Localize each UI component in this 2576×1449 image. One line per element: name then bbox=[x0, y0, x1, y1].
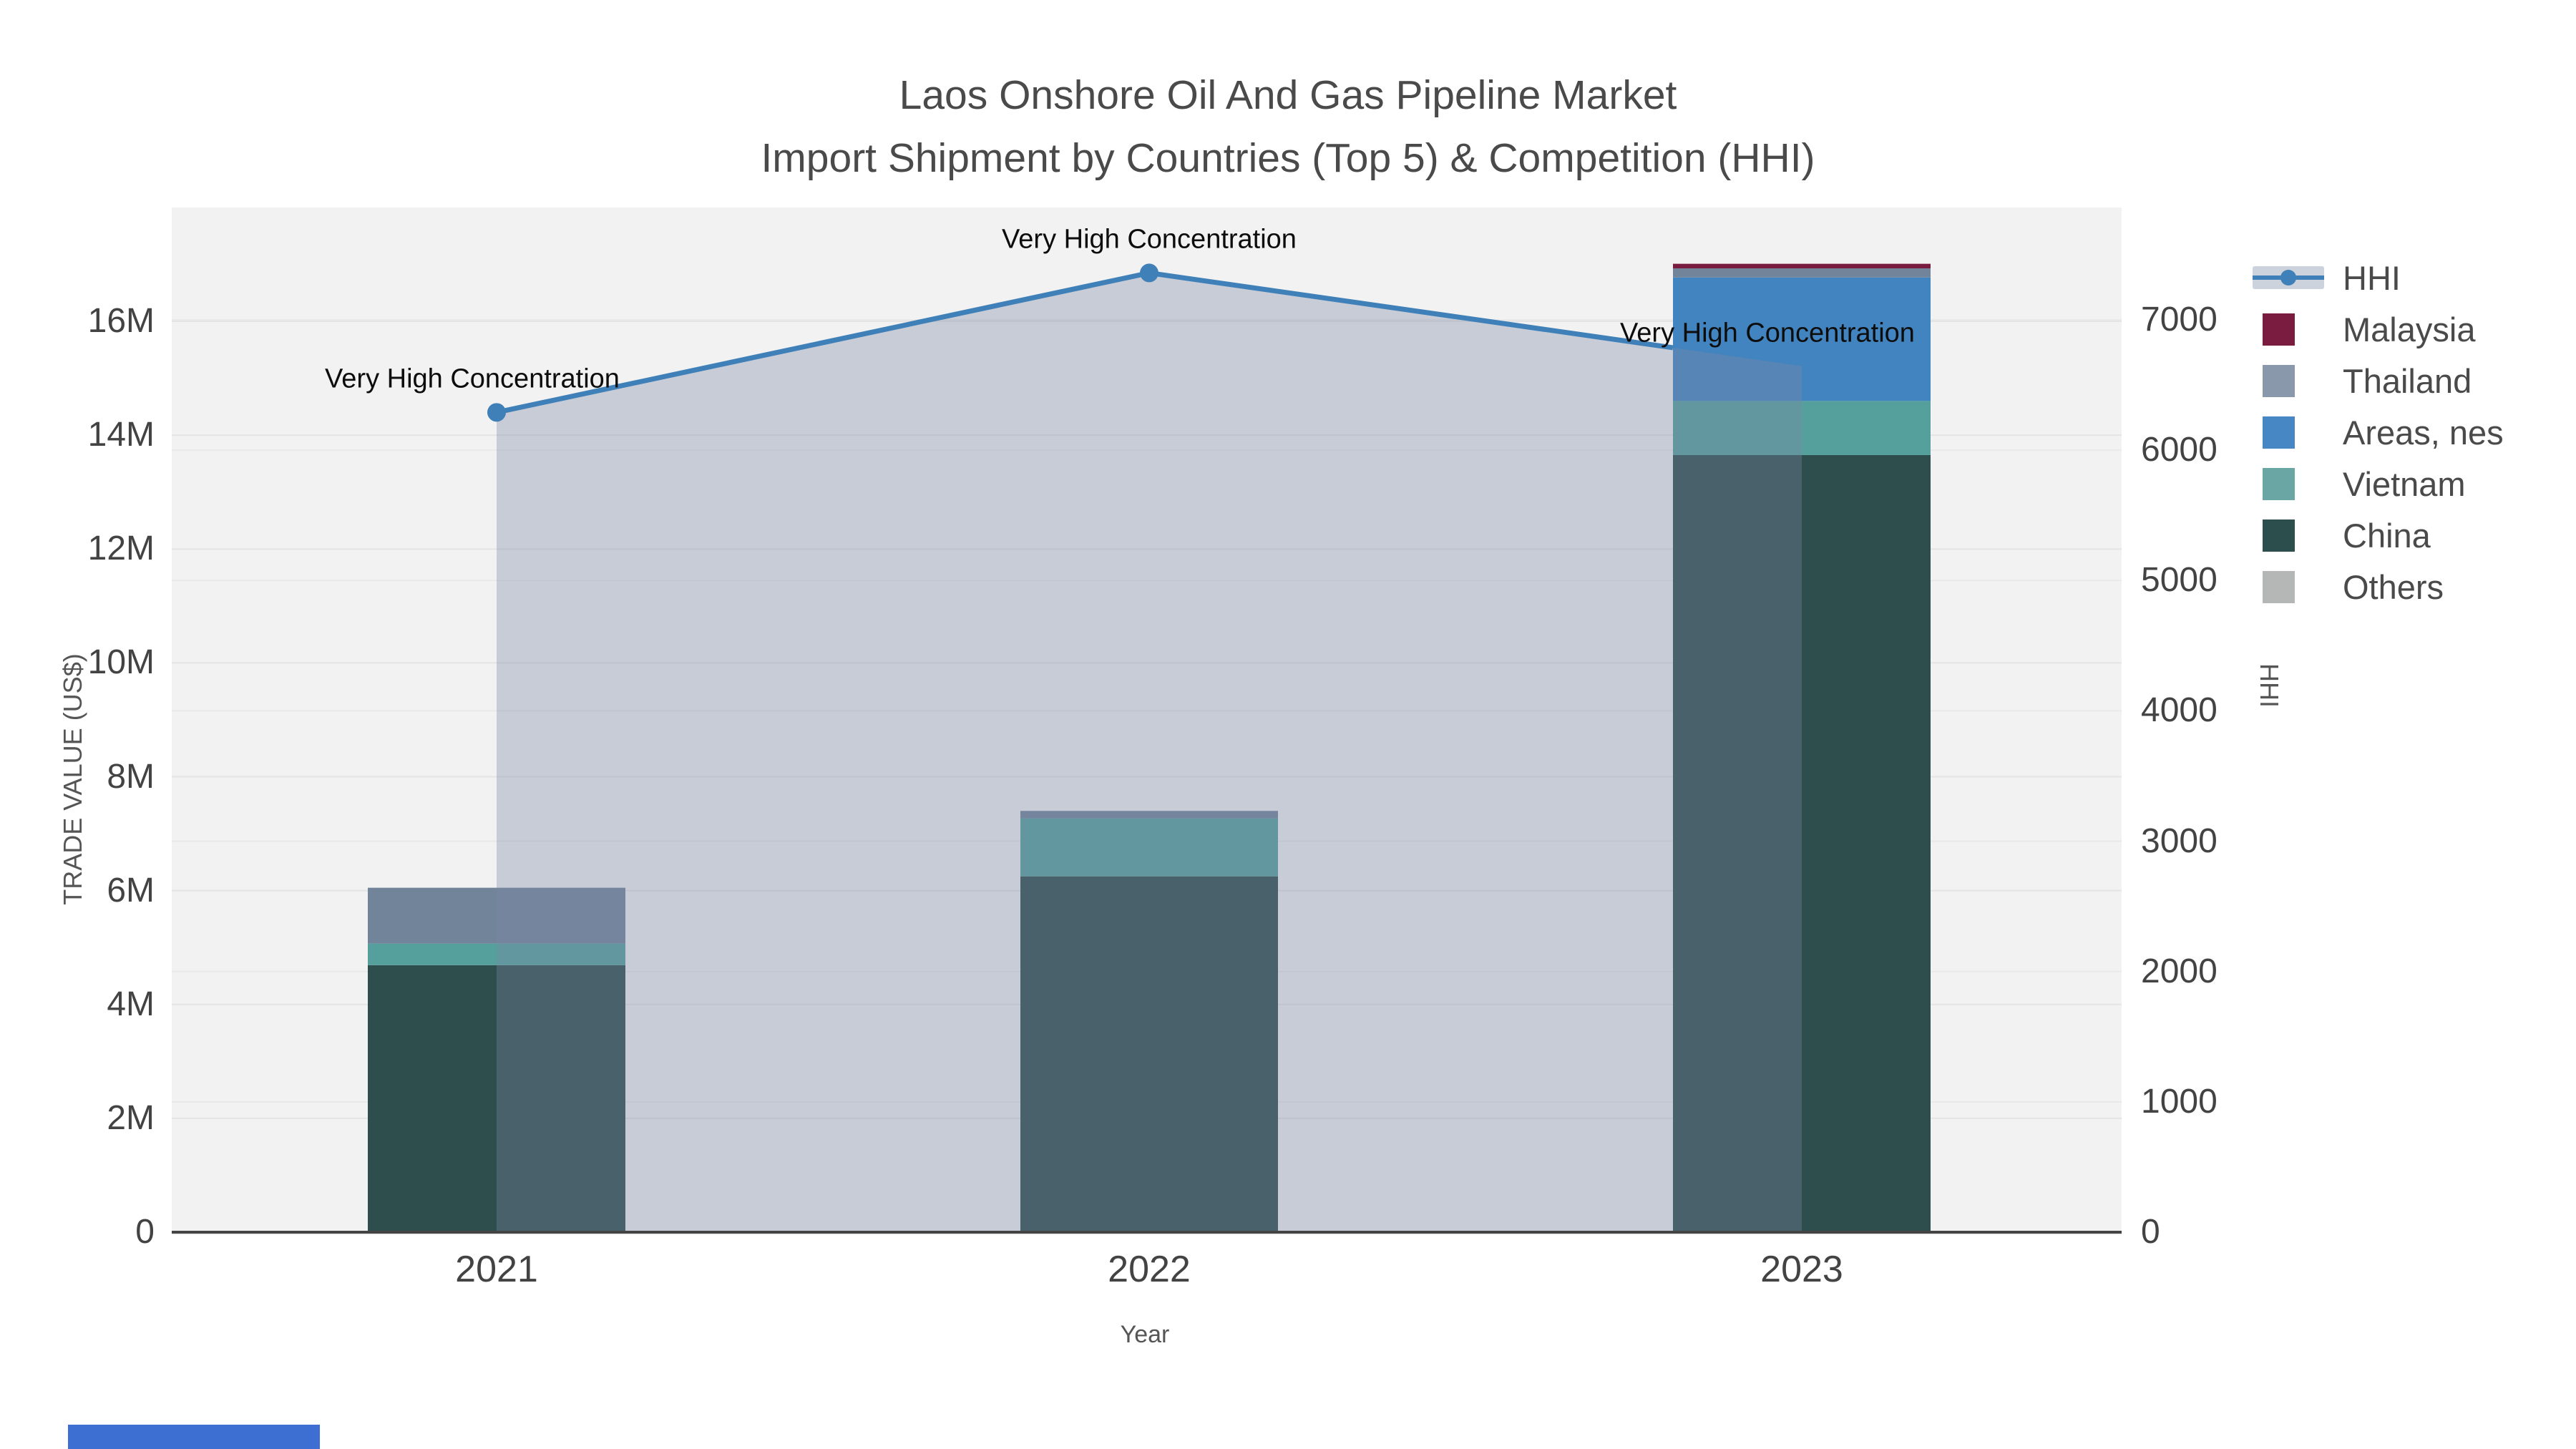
legend-swatch-icon bbox=[2253, 519, 2327, 552]
color-swatch bbox=[2263, 519, 2295, 552]
bar-segment-malaysia-2023[interactable] bbox=[1673, 263, 1931, 269]
legend-label: Areas, nes bbox=[2343, 413, 2504, 452]
y-right-tick-label: 1000 bbox=[2141, 1082, 2218, 1121]
annotation-very-high-concentration-2023: Very High Concentration bbox=[1620, 318, 1915, 348]
bar-segment-thailand-2021[interactable] bbox=[368, 887, 625, 944]
legend-item-areas-nes[interactable]: Areas, nes bbox=[2253, 406, 2504, 458]
x-tick-label: 2022 bbox=[1108, 1249, 1191, 1290]
bar-segment-vietnam-2023[interactable] bbox=[1673, 401, 1931, 455]
bar-segment-thailand-2022[interactable] bbox=[1020, 811, 1278, 819]
legend-item-others[interactable]: Others bbox=[2253, 561, 2504, 613]
y-left-tick-label: 16M bbox=[87, 302, 155, 340]
legend-label: Thailand bbox=[2343, 361, 2472, 400]
bar-segment-areas-nes-2023[interactable] bbox=[1673, 277, 1931, 401]
legend-swatch-icon bbox=[2253, 570, 2327, 603]
color-swatch bbox=[2263, 313, 2295, 346]
legend-label: Others bbox=[2343, 567, 2444, 606]
y-left-tick-label: 8M bbox=[107, 757, 155, 796]
y-right-tick-label: 7000 bbox=[2141, 301, 2218, 338]
y-left-tick-label: 14M bbox=[87, 416, 155, 454]
bar-segment-china-2023[interactable] bbox=[1673, 454, 1931, 1232]
bottom-blue-strip bbox=[68, 1425, 320, 1449]
chart-title-line2: Import Shipment by Countries (Top 5) & C… bbox=[761, 135, 1815, 181]
legend-item-hhi[interactable]: HHI bbox=[2253, 252, 2504, 303]
legend-item-china[interactable]: China bbox=[2253, 509, 2504, 561]
legend-label: Malaysia bbox=[2343, 310, 2476, 348]
y-right-tick-label: 6000 bbox=[2141, 431, 2218, 469]
y-left-tick-label: 6M bbox=[107, 871, 155, 909]
legend-line-icon bbox=[2253, 266, 2327, 289]
legend-item-vietnam[interactable]: Vietnam bbox=[2253, 458, 2504, 509]
y-left-tick-label: 2M bbox=[107, 1098, 155, 1137]
bar-segment-vietnam-2021[interactable] bbox=[368, 943, 625, 965]
bar-segment-thailand-2023[interactable] bbox=[1673, 268, 1931, 278]
y-left-tick-label: 4M bbox=[107, 985, 155, 1023]
legend-swatch-icon bbox=[2253, 364, 2327, 397]
x-axis-title: Year bbox=[1120, 1321, 1170, 1348]
legend-label: Vietnam bbox=[2343, 464, 2466, 503]
x-tick-label: 2023 bbox=[1760, 1249, 1843, 1290]
hhi-line-swatch bbox=[2253, 266, 2324, 289]
plot-canvas bbox=[172, 263, 2122, 1234]
y-right-tick-label: 4000 bbox=[2141, 691, 2218, 730]
y-left-tick-label: 0 bbox=[135, 1213, 155, 1251]
legend-item-malaysia[interactable]: Malaysia bbox=[2253, 303, 2504, 355]
y-right-tick-label: 5000 bbox=[2141, 561, 2218, 600]
legend: HHI Malaysia Thailand Areas, nes Vietnam Chin… bbox=[2253, 252, 2504, 613]
y-left-tick-label: 12M bbox=[87, 530, 155, 568]
hhi-marker-2021[interactable] bbox=[487, 403, 506, 422]
hhi-marker-2022[interactable] bbox=[1140, 263, 1158, 283]
y-left-axis-title: TRADE VALUE (US$) bbox=[58, 653, 87, 905]
bar-segment-china-2021[interactable] bbox=[368, 965, 625, 1232]
color-swatch bbox=[2263, 416, 2295, 449]
legend-item-thailand[interactable]: Thailand bbox=[2253, 355, 2504, 406]
x-tick-label: 2021 bbox=[455, 1249, 538, 1290]
legend-swatch-icon bbox=[2253, 467, 2327, 500]
y-right-tick-label: 0 bbox=[2141, 1213, 2160, 1251]
legend-swatch-icon bbox=[2253, 416, 2327, 449]
color-swatch bbox=[2263, 570, 2295, 603]
hhi-area-fill bbox=[497, 273, 1802, 1232]
annotation-very-high-concentration-2022: Very High Concentration bbox=[1002, 224, 1297, 255]
y-right-tick-label: 3000 bbox=[2141, 821, 2218, 860]
color-swatch bbox=[2263, 467, 2295, 500]
bar-segment-china-2022[interactable] bbox=[1020, 876, 1278, 1232]
chart-title-line1: Laos Onshore Oil And Gas Pipeline Market bbox=[899, 72, 1677, 118]
color-swatch bbox=[2263, 364, 2295, 397]
bar-segment-vietnam-2022[interactable] bbox=[1020, 818, 1278, 877]
legend-label: China bbox=[2343, 516, 2431, 555]
legend-label: HHI bbox=[2343, 258, 2401, 297]
legend-swatch-icon bbox=[2253, 313, 2327, 346]
annotation-very-high-concentration-2021: Very High Concentration bbox=[325, 364, 620, 394]
y-right-tick-label: 2000 bbox=[2141, 952, 2218, 990]
y-left-tick-label: 10M bbox=[87, 643, 155, 682]
